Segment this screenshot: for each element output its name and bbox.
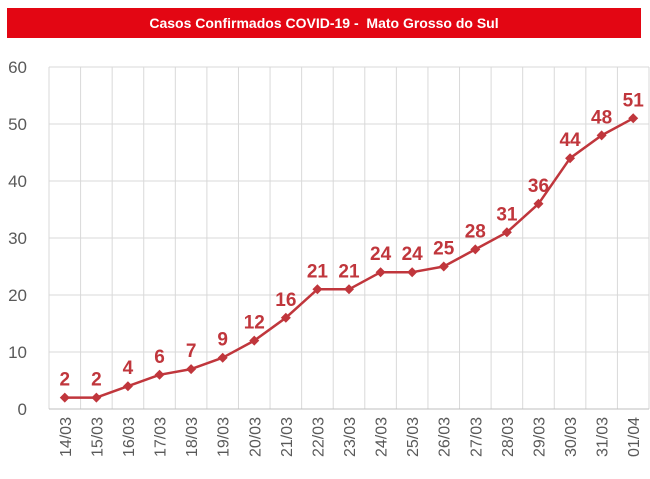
x-tick-label: 29/03 [531,417,548,457]
data-point-marker [596,130,607,141]
data-point-marker [533,198,544,209]
x-tick-label: 26/03 [437,417,454,457]
data-point-marker [312,284,323,295]
data-point-marker [280,312,291,323]
data-label: 6 [154,347,165,368]
x-tick-label: 27/03 [468,417,485,457]
y-tick-label: 30 [8,229,27,248]
data-point-marker [375,267,386,278]
data-point-marker [249,335,260,346]
data-label: 21 [307,261,329,282]
data-label: 48 [591,107,612,128]
data-label: 16 [275,290,296,311]
x-tick-label: 18/03 [184,417,201,457]
data-point-marker [122,381,133,392]
data-label: 24 [402,244,424,265]
y-tick-label: 10 [8,343,27,362]
x-tick-label: 28/03 [500,417,517,457]
series-line-path [64,117,634,399]
y-tick-label: 40 [8,172,27,191]
data-point-marker [59,392,70,403]
data-point-marker [470,244,481,255]
data-point-marker [501,227,512,238]
data-label: 21 [338,261,360,282]
data-label: 2 [91,370,102,391]
y-tick-label: 0 [18,400,27,419]
x-tick-label: 15/03 [89,417,106,457]
x-tick-label: 01/04 [626,417,643,457]
data-point-marker [438,261,449,272]
data-label: 31 [496,204,518,225]
data-label: 12 [244,313,265,334]
data-label: 25 [433,239,455,260]
data-point-marker [565,153,576,164]
data-point-marker [186,364,197,375]
data-label: 28 [465,221,486,242]
data-point-marker [407,267,418,278]
x-tick-label: 21/03 [279,417,296,457]
data-point-marker [344,284,354,295]
series-line [64,117,634,399]
data-label: 4 [123,358,134,379]
chart-title: Casos Confirmados COVID-19 - Mato Grosso… [7,8,641,38]
y-tick-label: 20 [8,286,27,305]
data-label: 51 [623,90,645,111]
x-tick-label: 31/03 [595,417,612,457]
x-tick-label: 23/03 [342,417,359,457]
x-tick-labels: 14/03 15/03 16/03 17/03 18/03 19/03 20/03 21/03… [58,417,643,457]
data-label: 36 [528,176,549,197]
x-tick-label: 25/03 [405,417,422,457]
data-point-marker [217,352,228,363]
x-tick-label: 24/03 [374,417,391,457]
y-tick-label: 60 [8,58,27,77]
data-label: 24 [370,244,392,265]
x-tick-label: 16/03 [121,417,138,457]
x-tick-label: 30/03 [563,417,580,457]
y-tick-label: 50 [8,115,27,134]
data-point-marker [628,113,639,124]
data-point-marker [91,392,102,403]
x-tick-label: 19/03 [216,417,233,457]
x-tick-label: 22/03 [310,417,327,457]
y-tick-labels: 0 10 20 30 40 50 60 [8,58,27,419]
x-tick-label: 14/03 [58,417,75,457]
data-markers [59,113,639,403]
data-label: 9 [217,330,228,351]
x-tick-label: 17/03 [153,417,170,457]
data-point-marker [154,369,165,380]
data-label: 44 [559,130,581,151]
data-label: 7 [186,341,197,362]
data-label: 2 [60,370,71,391]
grid-lines [48,66,650,409]
x-tick-label: 20/03 [247,417,264,457]
